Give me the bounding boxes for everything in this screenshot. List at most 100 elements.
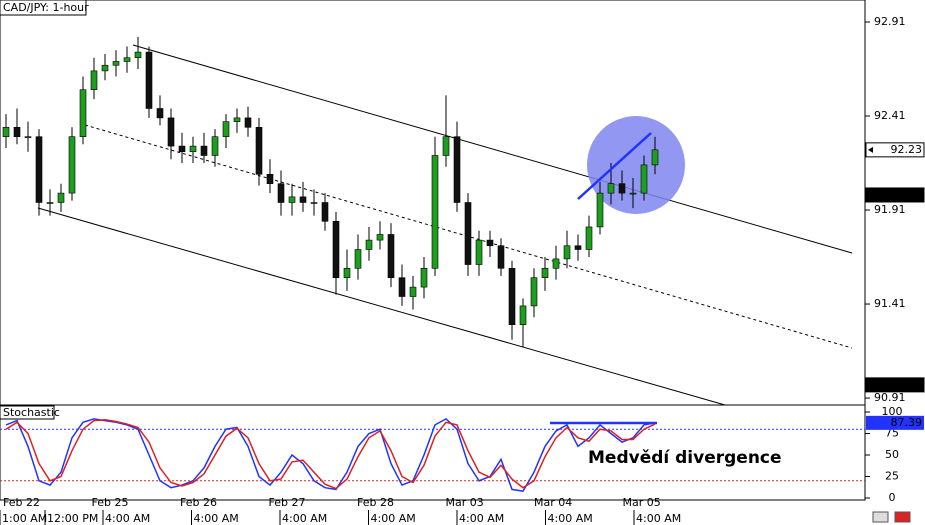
time-label: 4:00 AM	[459, 512, 504, 525]
stoch-line	[5, 417, 656, 492]
time-label: 4:00 AM	[105, 512, 150, 525]
price-arrow	[868, 146, 873, 153]
stoch-marker-box	[866, 415, 924, 430]
candle-body	[486, 239, 494, 247]
candle-body	[112, 61, 120, 66]
date-label: Mar 03	[446, 496, 484, 509]
candle-body	[552, 258, 560, 269]
time-label: 4:00 AM	[371, 512, 416, 525]
y-tick-label: 91.91	[874, 203, 906, 216]
candle-body	[376, 234, 384, 241]
candle-body	[57, 192, 65, 203]
date-label: Feb 28	[357, 496, 394, 509]
candle-body	[123, 57, 131, 62]
time-label: 4:00 AM	[282, 512, 327, 525]
candle-body	[200, 145, 208, 156]
candle-body	[244, 117, 252, 128]
channel-mid	[84, 124, 853, 349]
candle-body	[288, 196, 296, 203]
close-icon[interactable]	[894, 511, 911, 523]
chart-title: CAD/JPY: 1-hour	[3, 1, 89, 14]
price-label: 92.23	[891, 143, 923, 156]
candle-body	[178, 145, 186, 153]
date-label: Feb 25	[92, 496, 129, 509]
y-tick-label: 92.91	[874, 15, 906, 28]
date-label: Feb 22	[3, 496, 40, 509]
candle-body	[453, 136, 461, 203]
candle-body	[607, 183, 615, 194]
candle-body	[13, 126, 21, 137]
candle-body	[233, 117, 241, 122]
candle-body	[431, 155, 439, 269]
channel-upper	[132, 44, 853, 254]
candle-body	[24, 136, 32, 138]
stoch-title: Stochastic	[3, 406, 60, 419]
candle-body	[629, 192, 637, 195]
candle-body	[68, 136, 76, 194]
y-tick-label: 25	[885, 470, 899, 483]
candle-body	[574, 245, 582, 250]
candle-body	[420, 268, 428, 288]
price-label: 90.98	[891, 378, 923, 391]
candle-body	[343, 268, 351, 279]
time-label: 4:00 AM	[194, 512, 239, 525]
candle-body	[255, 126, 263, 175]
candle-body	[497, 245, 505, 269]
time-label: 4:00 AM	[636, 512, 681, 525]
price-label-box	[865, 377, 925, 393]
y-tick-label: 91.41	[874, 297, 906, 310]
candle-body	[189, 145, 197, 153]
date-label: Mar 04	[534, 496, 572, 509]
candle-body	[222, 121, 230, 137]
candle-body	[167, 117, 175, 147]
candle-body	[310, 202, 318, 204]
price-label: 91.99	[891, 188, 923, 201]
divergence-price-line	[577, 132, 652, 200]
candle-body	[101, 64, 109, 72]
candle-body	[409, 286, 417, 297]
time-label: 4:00 AM	[548, 512, 593, 525]
candle-body	[145, 51, 153, 109]
y-tick-label: 90.91	[874, 391, 906, 404]
candle-body	[563, 245, 571, 260]
candle-body	[530, 277, 538, 307]
stoch-line	[5, 418, 656, 490]
candle-body	[46, 202, 54, 204]
candle-body	[464, 202, 472, 265]
candle-body	[365, 239, 373, 250]
annotation: Medvědí divergence	[588, 448, 782, 468]
y-tick-label: 50	[885, 448, 899, 461]
time-label: 1:00 AM	[2, 512, 47, 525]
date-label: Mar 05	[623, 496, 661, 509]
candle-body	[354, 249, 362, 269]
candle-body	[618, 183, 626, 194]
candle-body	[299, 196, 307, 203]
candle-body	[321, 202, 329, 222]
stoch-marker: 87.39	[891, 416, 923, 429]
title-box	[0, 0, 87, 16]
candle-body	[35, 136, 43, 203]
stoch-title-box	[0, 405, 55, 420]
candle-body	[79, 89, 87, 137]
candle-body	[640, 164, 648, 194]
candle-body	[387, 234, 395, 279]
candle-body	[277, 183, 285, 203]
candle-body	[596, 192, 604, 228]
scroll-icon[interactable]	[872, 511, 889, 523]
candle-body	[211, 136, 219, 156]
candle-body	[651, 149, 659, 166]
candle-body	[475, 239, 483, 265]
y-tick-label: 100	[882, 405, 903, 418]
candle-body	[266, 173, 274, 184]
date-label: Feb 27	[269, 496, 306, 509]
candle-body	[2, 126, 10, 137]
candle-body	[156, 108, 164, 119]
candle-body	[332, 221, 340, 279]
price-label-box	[865, 142, 925, 158]
channel-lower	[37, 207, 726, 406]
time-label: 12:00 PM	[47, 512, 98, 525]
y-tick-label: 92.41	[874, 109, 906, 122]
y-tick-label: 0	[889, 491, 896, 504]
price-label-box	[865, 187, 925, 203]
